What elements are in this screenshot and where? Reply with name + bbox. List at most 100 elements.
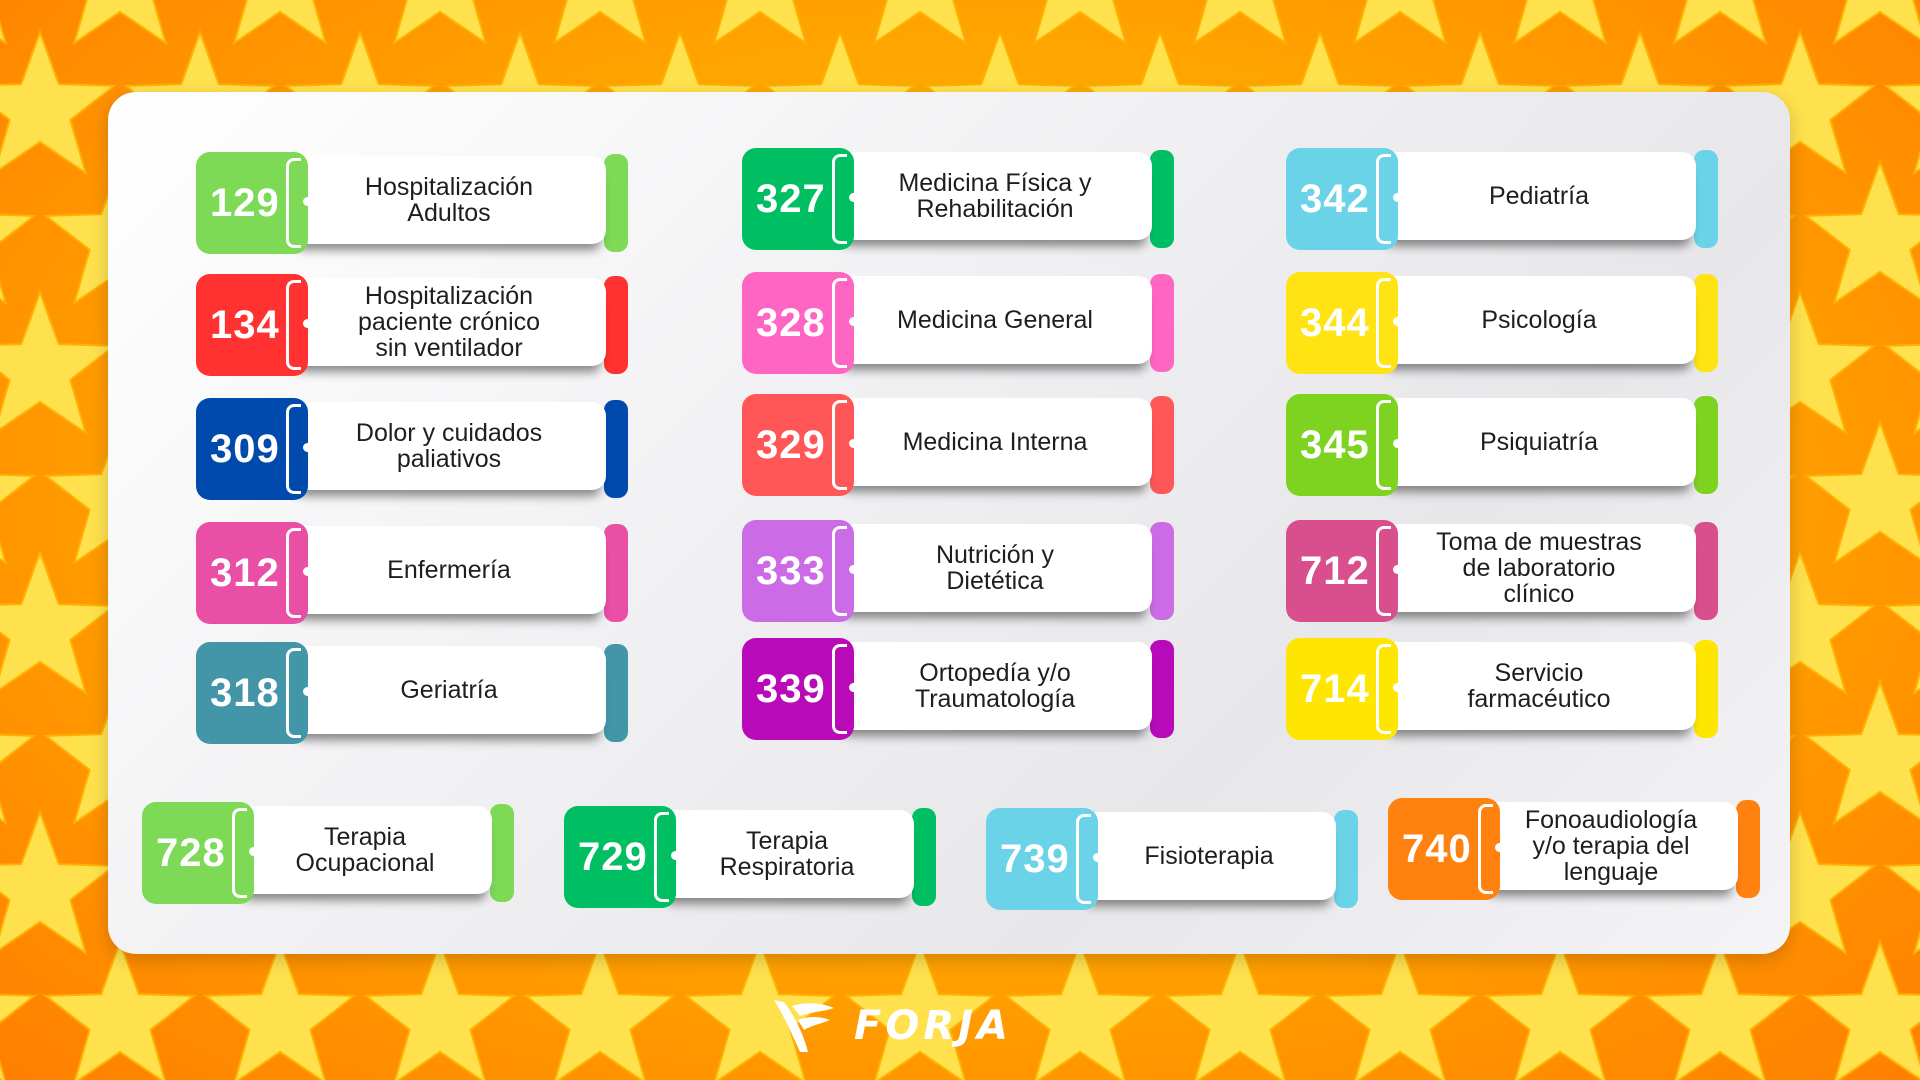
star-shape — [1192, 0, 1288, 46]
service-card-729: Terapia Respiratoria 729 — [564, 806, 936, 908]
bracket-accent — [1376, 644, 1391, 734]
dot-accent — [303, 319, 312, 328]
dot-accent — [1393, 683, 1402, 692]
service-label: Medicina Interna — [838, 398, 1152, 486]
service-card-728: Terapia Ocupacional 728 — [142, 802, 514, 904]
card-tab — [912, 808, 936, 906]
service-label: Pediatría — [1382, 152, 1696, 240]
star-shape — [0, 213, 38, 306]
card-tab — [604, 644, 628, 742]
card-tab — [1694, 396, 1718, 494]
dot-accent — [303, 567, 312, 576]
services-panel: Hospitalización Adultos 129 Hospitalizac… — [108, 92, 1790, 954]
star-shape — [1802, 419, 1920, 566]
bracket-accent — [286, 404, 301, 494]
bracket-accent — [232, 808, 247, 898]
dot-accent — [249, 847, 258, 856]
star-shape — [1882, 343, 1920, 436]
service-label: Fonoaudiología y/o terapia del lenguaje — [1484, 802, 1738, 890]
star-shape — [1882, 863, 1920, 956]
bracket-accent — [832, 644, 847, 734]
star-shape — [0, 809, 118, 956]
star-shape — [0, 0, 8, 46]
star-shape — [0, 473, 38, 566]
dot-accent — [849, 317, 858, 326]
card-tab — [604, 276, 628, 374]
service-code: 345 — [1286, 394, 1398, 496]
service-card-712: Toma de muestras de laboratorio clínico … — [1286, 520, 1718, 622]
service-card-327: Medicina Física y Rehabilitación 327 — [742, 148, 1174, 250]
star-shape — [712, 0, 808, 46]
star-shape — [1002, 939, 1158, 1080]
service-code: 729 — [564, 806, 676, 908]
service-code: 712 — [1286, 520, 1398, 622]
card-tab — [1150, 274, 1174, 372]
dot-accent — [849, 565, 858, 574]
star-shape — [0, 733, 38, 826]
bracket-accent — [832, 154, 847, 244]
service-card-318: Geriatría 318 — [196, 642, 628, 744]
star-shape — [232, 0, 328, 46]
service-label: Terapia Ocupacional — [238, 806, 492, 894]
star-shape — [202, 939, 358, 1080]
card-tab — [604, 400, 628, 498]
service-code: 714 — [1286, 638, 1398, 740]
star-shape — [682, 939, 838, 1080]
bracket-accent — [654, 812, 669, 902]
star-shape — [1882, 83, 1920, 176]
forja-emblem-icon — [774, 1000, 834, 1052]
star-shape — [0, 29, 118, 176]
star-shape — [1352, 0, 1448, 46]
service-label: Ortopedía y/o Traumatología — [838, 642, 1152, 730]
service-card-739: Fisioterapia 739 — [986, 808, 1358, 910]
service-code: 129 — [196, 152, 308, 254]
bracket-accent — [832, 278, 847, 368]
card-tab — [1150, 150, 1174, 248]
dot-accent — [849, 193, 858, 202]
service-card-339: Ortopedía y/o Traumatología 339 — [742, 638, 1174, 740]
service-code: 312 — [196, 522, 308, 624]
service-label: Enfermería — [292, 526, 606, 614]
bracket-accent — [286, 528, 301, 618]
service-code: 134 — [196, 274, 308, 376]
dot-accent — [303, 687, 312, 696]
service-code: 342 — [1286, 148, 1398, 250]
star-shape — [1882, 603, 1920, 696]
service-label: Geriatría — [292, 646, 606, 734]
star-shape — [522, 939, 678, 1080]
dot-accent — [1495, 843, 1504, 852]
star-shape — [72, 0, 168, 46]
bracket-accent — [286, 158, 301, 248]
card-tab — [1694, 522, 1718, 620]
service-code: 328 — [742, 272, 854, 374]
service-card-740: Fonoaudiología y/o terapia del lenguaje … — [1388, 798, 1760, 900]
star-shape — [1162, 939, 1318, 1080]
bracket-accent — [832, 526, 847, 616]
card-tab — [1150, 522, 1174, 620]
card-tab — [1334, 810, 1358, 908]
service-card-312: Enfermería 312 — [196, 522, 628, 624]
service-label: Terapia Respiratoria — [660, 810, 914, 898]
star-shape — [1722, 29, 1878, 176]
star-shape — [0, 549, 118, 696]
service-card-714: Servicio farmacéutico 714 — [1286, 638, 1718, 740]
service-label: Psiquiatría — [1382, 398, 1696, 486]
service-label: Medicina Física y Rehabilitación — [838, 152, 1152, 240]
bracket-accent — [1478, 804, 1493, 894]
bracket-accent — [286, 648, 301, 738]
dot-accent — [849, 439, 858, 448]
service-card-129: Hospitalización Adultos 129 — [196, 152, 628, 254]
star-shape — [1802, 939, 1920, 1080]
service-code: 327 — [742, 148, 854, 250]
service-code: 333 — [742, 520, 854, 622]
dot-accent — [1393, 317, 1402, 326]
service-code: 740 — [1388, 798, 1500, 900]
bracket-accent — [1376, 278, 1391, 368]
card-tab — [1694, 274, 1718, 372]
service-label: Psicología — [1382, 276, 1696, 364]
service-code: 344 — [1286, 272, 1398, 374]
bracket-accent — [832, 400, 847, 490]
dot-accent — [671, 851, 680, 860]
service-card-345: Psiquiatría 345 — [1286, 394, 1718, 496]
star-shape — [1832, 0, 1920, 46]
